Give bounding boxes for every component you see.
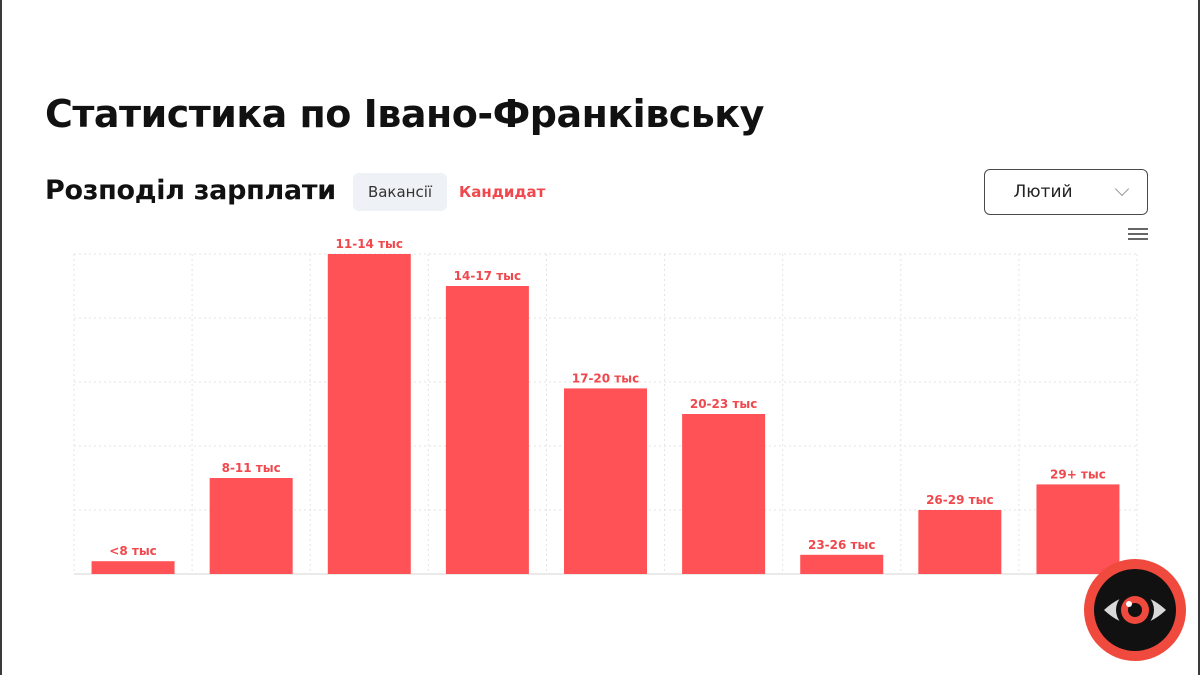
bar[interactable] bbox=[918, 510, 1002, 574]
month-select-value: Лютий bbox=[1013, 182, 1073, 202]
bar[interactable] bbox=[327, 254, 411, 574]
bar[interactable] bbox=[445, 286, 529, 574]
bar[interactable] bbox=[1036, 484, 1120, 574]
section-title: Розподіл зарплати bbox=[45, 175, 336, 206]
bar-label: 8-11 тыс bbox=[222, 461, 281, 475]
bar-label: 11-14 тыс bbox=[336, 237, 403, 251]
bar[interactable] bbox=[564, 388, 647, 574]
page-title: Статистика по Івано-Франківську bbox=[45, 92, 764, 136]
bar[interactable] bbox=[209, 478, 293, 574]
bar[interactable] bbox=[800, 554, 884, 574]
bar-label: 23-26 тыс bbox=[808, 538, 875, 552]
bar-label: 14-17 тыс bbox=[454, 269, 521, 283]
month-select[interactable]: Лютий bbox=[984, 169, 1148, 215]
bar-label: 26-29 тыс bbox=[926, 493, 993, 507]
bar-label: <8 тыс bbox=[109, 544, 157, 558]
bar-label: 17-20 тыс bbox=[572, 371, 639, 385]
bar-label: 20-23 тыс bbox=[690, 397, 757, 411]
bar-label: 29+ тыс bbox=[1050, 467, 1106, 481]
tab-vacancies[interactable]: Вакансії bbox=[353, 173, 447, 211]
tab-candidate[interactable]: Кандидат bbox=[459, 183, 546, 201]
hamburger-menu-icon[interactable] bbox=[1128, 228, 1148, 242]
bar[interactable] bbox=[682, 414, 766, 574]
eye-logo-icon bbox=[1084, 559, 1186, 661]
bar[interactable] bbox=[91, 561, 175, 574]
